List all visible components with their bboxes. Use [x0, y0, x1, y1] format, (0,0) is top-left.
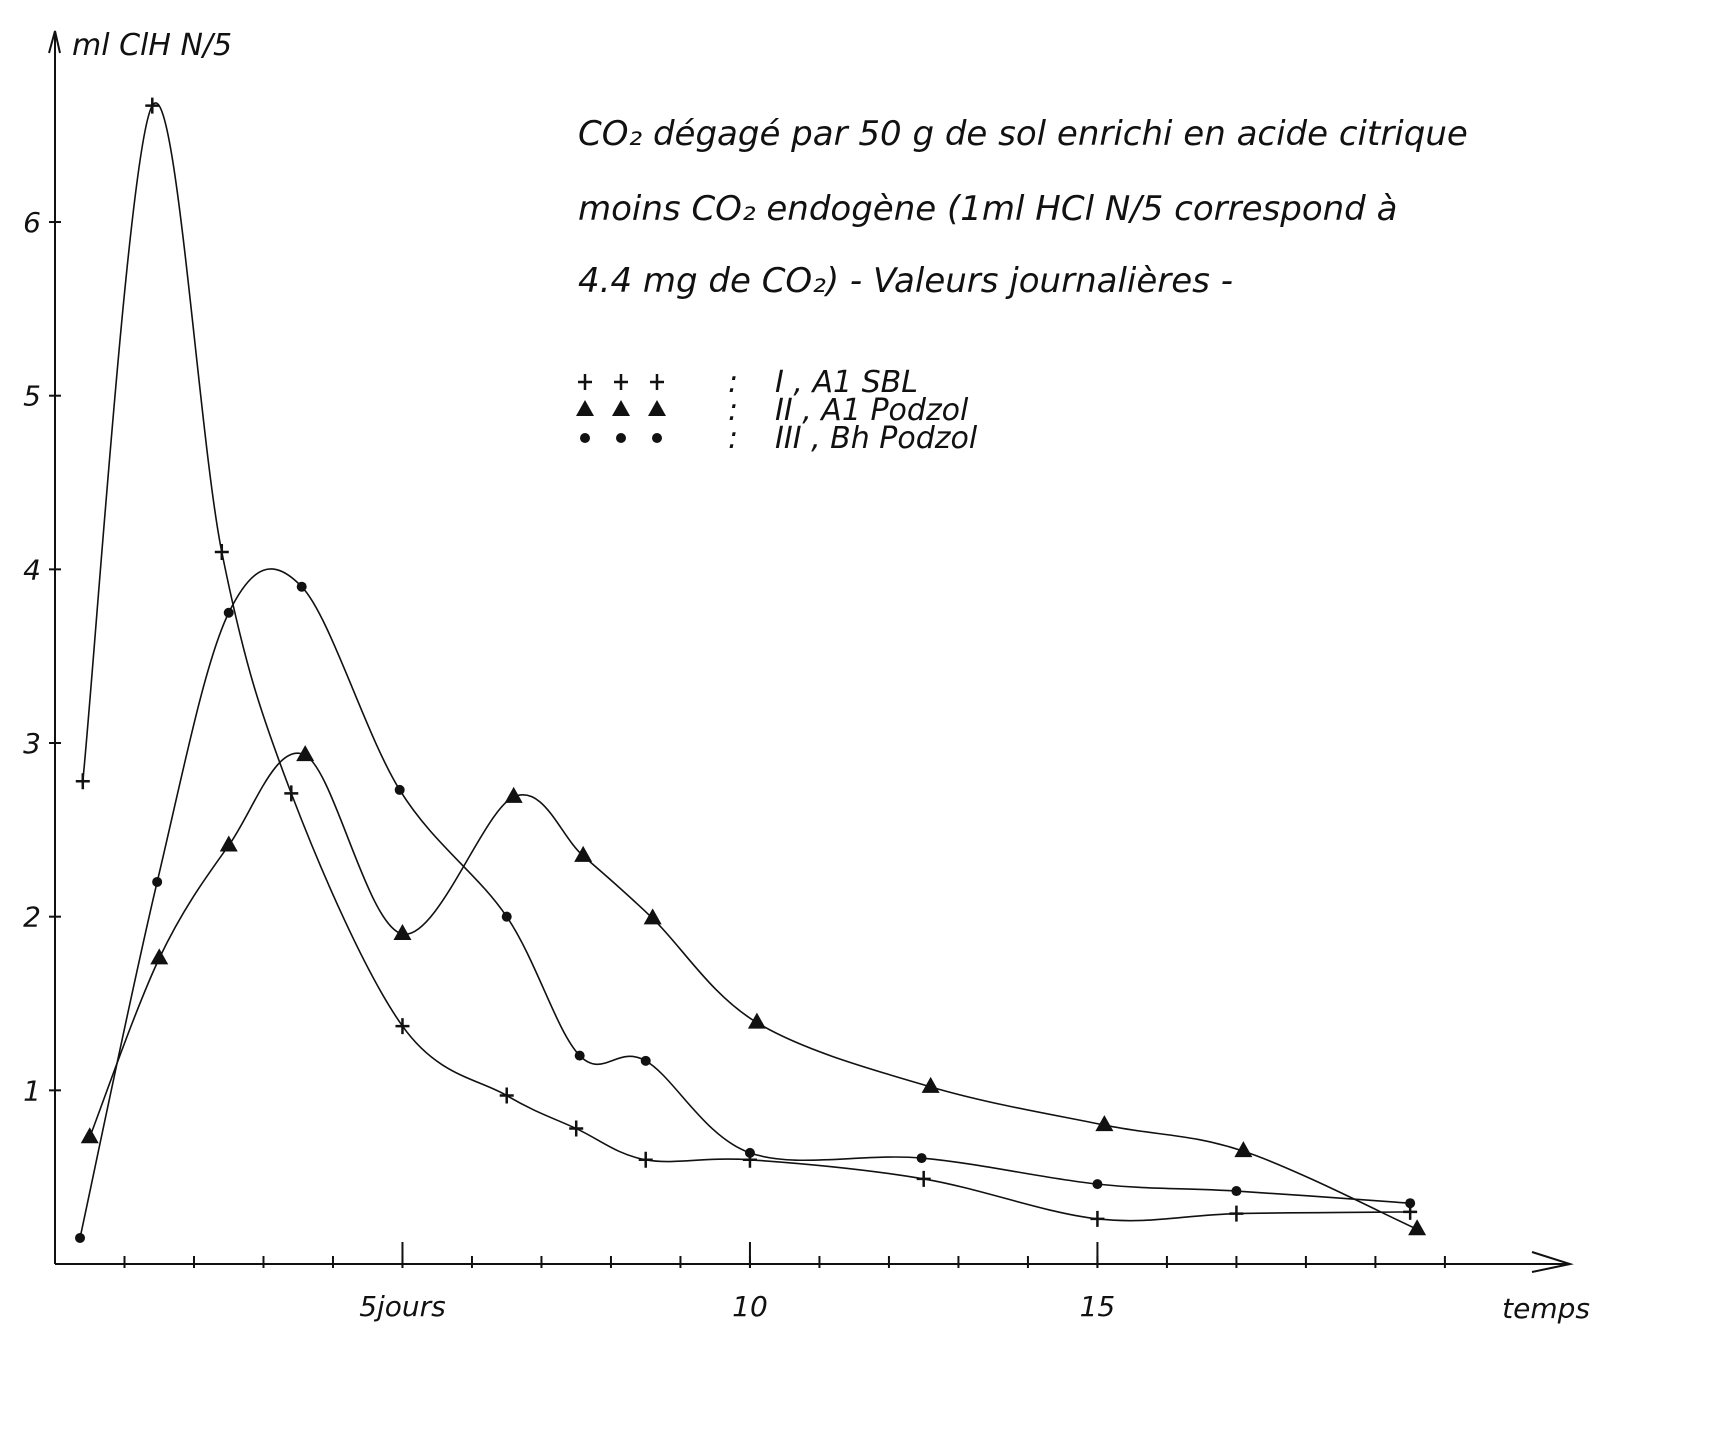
plus-marker [614, 374, 628, 390]
dot-marker [652, 433, 662, 443]
chart-title-line: moins CO₂ endogène (1ml HCl N/5 correspo… [578, 189, 1397, 229]
plus-stroke [499, 1087, 514, 1104]
dot-marker [75, 1232, 86, 1243]
plus-stroke [1229, 1205, 1244, 1222]
series-line [79, 568, 1411, 1239]
plus-marker [395, 1018, 410, 1035]
x-tick-label: 10 [732, 1290, 768, 1323]
plus-stroke [1090, 1210, 1105, 1227]
dot-marker [501, 911, 512, 922]
series-line [89, 752, 1418, 1230]
x-axis [55, 1251, 1574, 1273]
triangle-marker [576, 400, 594, 416]
triangle-marker [1234, 1141, 1253, 1158]
triangle-marker [643, 908, 662, 925]
chart-title-line: 4.4 mg de CO₂) - Valeurs journalières - [578, 261, 1233, 301]
legend-colon: : [728, 421, 738, 456]
plus-marker [916, 1170, 931, 1187]
dot-marker [1405, 1198, 1416, 1209]
plus-marker [578, 374, 592, 390]
dot-marker [640, 1055, 651, 1066]
plus-stroke [578, 374, 592, 390]
dot-marker [1231, 1186, 1242, 1197]
triangle-marker [80, 1127, 99, 1144]
legend-entry: : I , A1 SBL [578, 365, 918, 400]
y-axis [48, 30, 61, 1264]
dot-marker [223, 607, 234, 618]
triangle-marker [574, 845, 593, 862]
dot-marker [296, 581, 307, 592]
plus-marker [1090, 1210, 1105, 1227]
y-tick-label: 6 [23, 206, 41, 239]
plus-marker [638, 1151, 653, 1168]
plus-marker [284, 785, 299, 802]
dot-marker [394, 784, 405, 795]
y-tick-label: 5 [23, 380, 41, 413]
plus-stroke [395, 1018, 410, 1035]
triangle-marker [296, 745, 315, 762]
y-tick-label: 1 [23, 1074, 41, 1107]
legend-label: I , A1 SBL [775, 365, 918, 400]
chart-title-line: CO₂ dégagé par 50 g de sol enrichi en ac… [578, 114, 1468, 154]
legend-colon: : [728, 365, 738, 400]
triangle-marker [747, 1012, 766, 1029]
triangle-marker [150, 948, 169, 965]
triangle-marker [1095, 1115, 1114, 1132]
legend-label: II , A1 Podzol [775, 393, 969, 428]
triangle-marker [1408, 1219, 1427, 1236]
triangle-marker [393, 924, 412, 941]
plus-marker [75, 773, 90, 790]
y-tick-label: 2 [23, 901, 41, 934]
dot-marker [916, 1153, 927, 1164]
plus-stroke [75, 773, 90, 790]
plus-stroke [284, 785, 299, 802]
plus-stroke [569, 1120, 584, 1137]
triangle-marker [219, 835, 238, 852]
plus-stroke [638, 1151, 653, 1168]
plus-stroke [614, 374, 628, 390]
dot-marker [574, 1050, 585, 1061]
dot-marker [616, 433, 626, 443]
plus-stroke [214, 543, 229, 560]
series-line [82, 102, 1411, 1222]
legend-colon: : [728, 393, 738, 428]
triangle-marker [612, 400, 630, 416]
x-tick-label: 5jours [359, 1290, 446, 1323]
y-tick-label: 4 [23, 553, 41, 586]
triangle-marker [921, 1076, 940, 1093]
plus-marker [145, 97, 160, 114]
triangle-marker [504, 786, 523, 803]
plus-stroke [916, 1170, 931, 1187]
y-tick-label: 3 [23, 727, 41, 760]
dot-marker [744, 1147, 755, 1158]
dot-marker [152, 876, 163, 887]
plus-stroke [650, 374, 664, 390]
plus-marker [1229, 1205, 1244, 1222]
plus-marker [569, 1120, 584, 1137]
x-tick-label: 15 [1080, 1290, 1116, 1323]
dot-marker [1092, 1179, 1103, 1190]
triangle-marker [648, 400, 666, 416]
x-axis-label: temps [1502, 1292, 1590, 1325]
plus-marker [214, 543, 229, 560]
plus-stroke [145, 97, 160, 114]
legend-entry: : II , A1 Podzol [576, 393, 969, 428]
legend-label: III , Bh Podzol [775, 421, 978, 456]
plus-marker [650, 374, 664, 390]
plus-marker [499, 1087, 514, 1104]
legend-entry: : III , Bh Podzol [580, 421, 978, 456]
y-axis-label: ml ClH N/5 [72, 28, 232, 63]
dot-marker [580, 433, 590, 443]
